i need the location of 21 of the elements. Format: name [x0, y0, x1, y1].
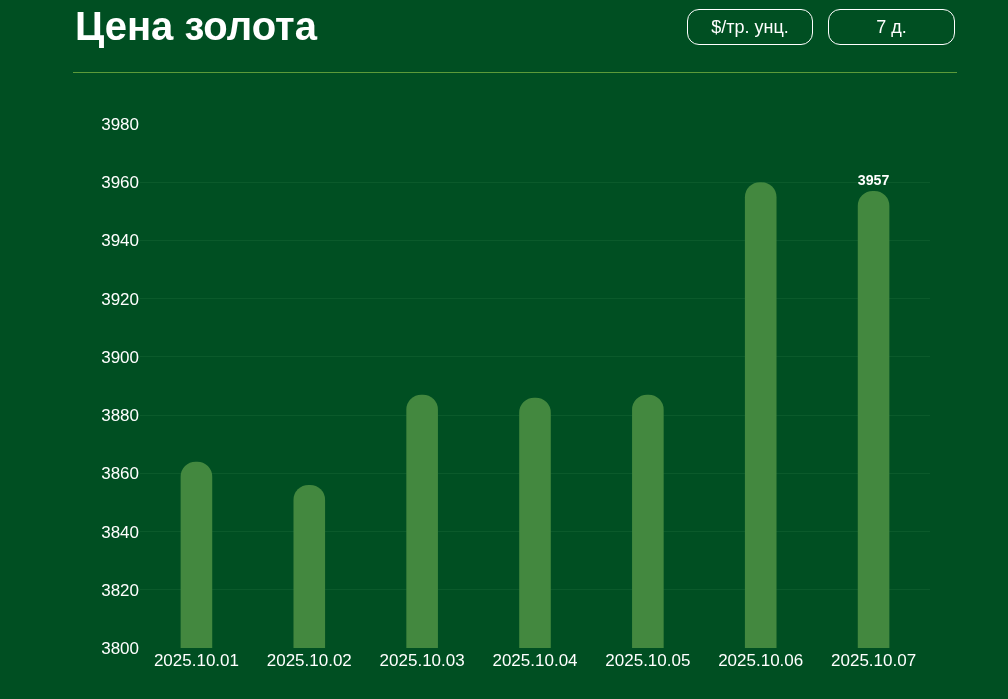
x-tick-label: 2025.10.02 — [266, 651, 352, 670]
chart-title: Цена золота — [75, 4, 317, 49]
x-tick-label: 2025.10.06 — [718, 651, 804, 670]
x-tick-label: 2025.10.07 — [831, 651, 917, 670]
y-tick-label: 3880 — [101, 406, 139, 426]
y-tick-label: 3960 — [101, 173, 139, 193]
x-tick-label: 2025.10.03 — [379, 651, 465, 670]
y-tick-label: 3840 — [101, 522, 139, 542]
x-tick-label: 2025.10.01 — [153, 651, 239, 670]
y-tick-label: 3900 — [101, 347, 139, 367]
x-tick-label: 2025.10.05 — [605, 651, 691, 670]
y-tick-label: 3820 — [101, 580, 139, 600]
y-tick-label: 3920 — [101, 289, 139, 309]
y-tick-label: 3980 — [101, 114, 139, 134]
data-label: 3957 — [857, 172, 890, 189]
text: 7 д. — [828, 9, 955, 45]
text: $/тр. унц. — [687, 9, 813, 45]
y-tick-label: 3860 — [101, 464, 139, 484]
x-tick-label: 2025.10.04 — [492, 651, 578, 670]
y-tick-label: 3800 — [101, 638, 139, 658]
y-tick-label: 3940 — [101, 231, 139, 251]
